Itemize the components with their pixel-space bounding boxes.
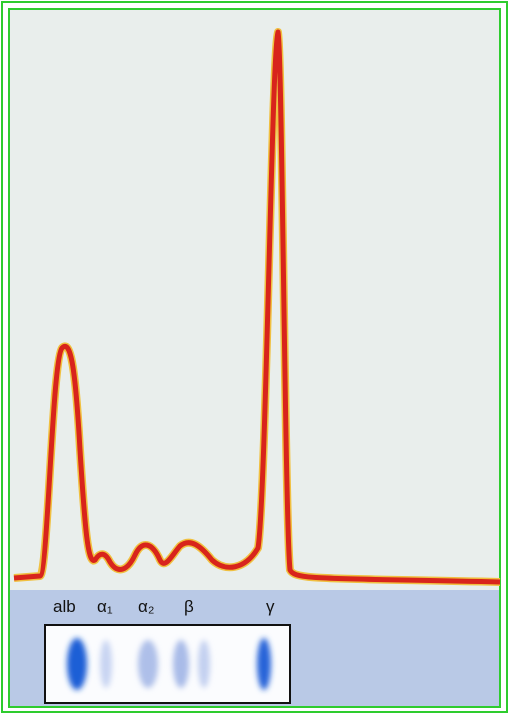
band-label: α₂ — [138, 597, 154, 616]
gel-band — [67, 638, 87, 690]
gel-band — [257, 638, 271, 690]
band-label: α₁ — [97, 597, 113, 616]
electrophoresis-figure: alb α₁ α₂ β γ — [0, 0, 509, 714]
band-label: β — [184, 597, 194, 616]
band-label: alb — [53, 597, 76, 616]
gel-band — [100, 640, 112, 688]
band-label: γ — [266, 597, 275, 616]
gel-band — [173, 640, 189, 688]
gel-band — [198, 640, 210, 688]
gel-band — [138, 640, 158, 688]
